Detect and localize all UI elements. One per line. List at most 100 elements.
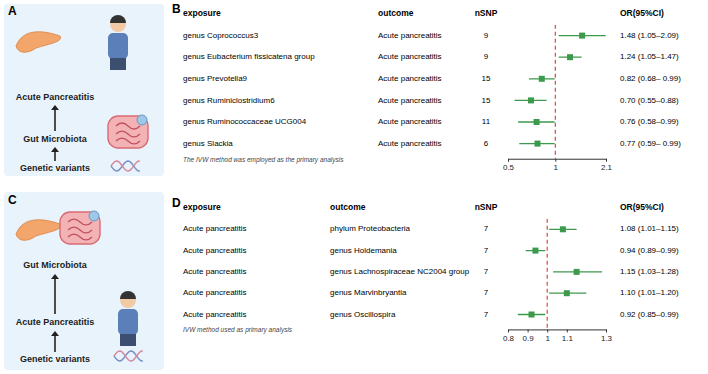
x-axis: 0.5 1 2.1 xyxy=(503,159,613,173)
or-label: 0.94 (0.89–0.99) xyxy=(620,246,679,255)
tick-mark xyxy=(508,159,509,162)
outcome-label: Acute pancreatitis xyxy=(378,117,442,126)
column-header: OR(95%CI) xyxy=(620,8,664,18)
tick-label: 0.5 xyxy=(503,163,515,172)
odds-ratio-point xyxy=(529,312,535,318)
odds-ratio-point xyxy=(579,33,585,39)
node-label: Gut Microbiota xyxy=(23,260,87,270)
tick-mark xyxy=(528,329,529,332)
exposure-label: genus Prevotella9 xyxy=(183,74,248,83)
dna-strand xyxy=(111,161,140,171)
outcome-label: genus Marvinbryantia xyxy=(330,288,407,297)
outcome-label: Acute pancreatitis xyxy=(378,74,442,83)
tick-mark xyxy=(547,329,548,332)
note: The IVW method was employed as the prima… xyxy=(183,156,344,164)
or-label: 1.48 (1.05–2.09) xyxy=(620,31,679,40)
figure: A Acute Pancreatitis Gut Microbiota Genetic… xyxy=(0,0,708,374)
arrow-shaft xyxy=(54,151,56,161)
or-label: 0.77 (0.59– 0.99) xyxy=(620,139,681,148)
exposure-label: Acute pancreatitis xyxy=(183,267,247,276)
panel-label: D xyxy=(172,196,181,210)
pancreas-icon xyxy=(16,220,61,241)
person-body xyxy=(118,309,138,335)
tick-label: 1.1 xyxy=(562,334,574,343)
odds-ratio-point xyxy=(567,54,573,60)
panel-label: A xyxy=(8,4,17,18)
tick: 0.8 xyxy=(503,329,515,343)
gut-icon xyxy=(60,212,100,244)
forest-plot: Dexposure outcome nSNP OR(95%CI) Acute pancr… xyxy=(172,196,679,343)
odds-ratio-point xyxy=(564,290,570,296)
or-label: 1.08 (1.01–1.15) xyxy=(620,224,679,233)
exposure-label: Acute pancreatitis xyxy=(183,246,247,255)
tick-mark xyxy=(606,159,607,162)
tick-mark xyxy=(567,329,568,332)
panel-background xyxy=(4,192,164,370)
exposure-label: genus Eubacterium fissicatena group xyxy=(183,52,315,61)
tick: 2.1 xyxy=(601,159,613,173)
node-label: Acute Pancreatitis xyxy=(16,92,95,102)
person-legs xyxy=(110,58,126,70)
panel-label: C xyxy=(8,193,17,207)
outcome-label: genus Lachnospiraceae NC2004 group xyxy=(330,267,470,276)
exposure-label: genus Slackia xyxy=(183,139,233,148)
nsnp-label: 7 xyxy=(484,288,489,297)
dna-strand xyxy=(114,351,143,361)
outcome-label: phylum Proteobacteria xyxy=(330,224,411,233)
tick: 1.1 xyxy=(562,329,574,343)
exposure-label: Acute pancreatitis xyxy=(183,310,247,319)
outcome-label: Acute pancreatitis xyxy=(378,52,442,61)
nsnp-label: 6 xyxy=(484,139,489,148)
outcome-label: genus Holdemania xyxy=(330,246,397,255)
dna-strand xyxy=(114,351,143,361)
nsnp-label: 7 xyxy=(484,246,489,255)
arrow-head xyxy=(51,105,59,110)
exposure-label: genus Ruminococcaceae UCG004 xyxy=(183,117,307,126)
reference-line xyxy=(547,219,548,330)
odds-ratio-point xyxy=(532,248,538,254)
axis-line xyxy=(509,159,607,160)
or-label: 0.92 (0.85–0.99) xyxy=(620,310,679,319)
node-label: Genetic variants xyxy=(20,354,90,364)
tick: 1 xyxy=(554,159,559,173)
diagram-panel: C Gut Microbiota Acute Pancreatitis Genetic… xyxy=(4,192,164,370)
odds-ratio-point xyxy=(534,119,540,125)
outcome-label: genus Oscillospira xyxy=(330,310,396,319)
column-header: OR(95%CI) xyxy=(620,202,664,212)
dna-strand xyxy=(111,161,140,171)
plot-marks xyxy=(515,25,606,159)
microbe-icon xyxy=(89,211,99,221)
node-label: Acute Pancreatitis xyxy=(16,317,95,327)
arrow-head xyxy=(51,331,59,336)
tick: 0.5 xyxy=(503,159,515,173)
or-label: 1.15 (1.03–1.28) xyxy=(620,267,679,276)
outcome-label: Acute pancreatitis xyxy=(378,96,442,105)
tick-label: 0.8 xyxy=(503,334,515,343)
person-legs xyxy=(120,334,136,346)
or-label: 0.70 (0.55–0.88) xyxy=(620,96,679,105)
exposure-label: Acute pancreatitis xyxy=(183,224,247,233)
odds-ratio-point xyxy=(574,269,580,275)
nsnp-label: 7 xyxy=(484,310,489,319)
nsnp-label: 9 xyxy=(484,31,489,40)
odds-ratio-point xyxy=(534,141,540,147)
tick: 0.9 xyxy=(523,329,535,343)
person-hair xyxy=(110,15,126,23)
x-axis: 0.80.911.11.3 xyxy=(503,329,613,343)
nsnp-label: 15 xyxy=(482,96,491,105)
tick-label: 1 xyxy=(554,163,559,172)
forest-plot: BexposureoutcomenSNPOR(95%CI)genus Copro… xyxy=(172,2,681,172)
microbe-icon xyxy=(137,115,147,125)
column-header: exposure xyxy=(183,202,221,212)
nsnp-label: 11 xyxy=(482,117,491,126)
arrow-shaft xyxy=(54,335,56,352)
exposure-label: genus Ruminiclostridium6 xyxy=(183,96,275,105)
column-header: nSNP xyxy=(475,202,498,212)
reference-line xyxy=(555,25,556,159)
column-header: outcome xyxy=(330,202,366,212)
column-header: outcome xyxy=(378,8,414,18)
arrow-head xyxy=(51,147,59,152)
nsnp-label: 7 xyxy=(484,267,489,276)
node-label: Gut Microbiota xyxy=(23,134,87,144)
diagram-panel: AAcute PancreatitisGut MicrobiotaGenetic… xyxy=(4,4,164,176)
